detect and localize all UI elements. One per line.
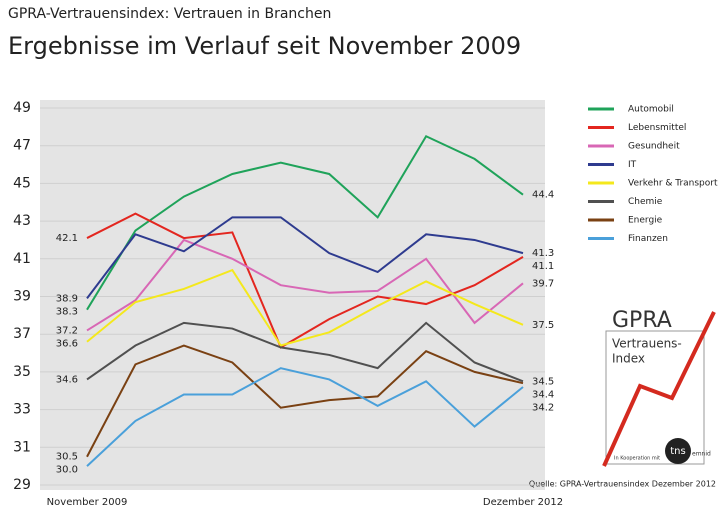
legend-label: Automobil: [628, 105, 674, 115]
y-tick-label: 47: [13, 138, 31, 154]
data-label: 37.2: [56, 325, 78, 336]
supertitle: GPRA-Vertrauensindex: Vertrauen in Branc…: [8, 6, 331, 22]
data-label: 34.2: [532, 402, 554, 413]
data-label: 34.6: [56, 374, 78, 385]
logo-partner-badge: [665, 438, 691, 464]
legend-label: Energie: [628, 216, 663, 226]
data-label: 30.5: [56, 452, 78, 463]
series-line: [86, 212, 524, 349]
y-tick-label: 37: [13, 326, 31, 342]
legend-label: Chemie: [628, 197, 663, 207]
data-label: 38.9: [56, 293, 78, 304]
data-label: 44.4: [532, 190, 554, 201]
y-tick-label: 33: [13, 402, 31, 418]
y-tick-label: 41: [13, 251, 31, 267]
x-tick-label: November 2009: [47, 497, 128, 508]
data-label: 36.6: [56, 338, 78, 349]
series-line: [86, 367, 524, 467]
logo-partner-sub: emnid: [692, 451, 711, 458]
legend-label: Gesundheit: [628, 142, 680, 152]
y-tick-label: 45: [13, 175, 31, 191]
legend-label: Lebensmittel: [628, 123, 686, 133]
logo-brand: GPRA: [612, 308, 672, 333]
series-line: [86, 321, 524, 383]
data-label: 39.7: [532, 278, 554, 289]
y-tick-label: 35: [13, 364, 31, 380]
series-line: [86, 238, 524, 332]
logo-line: Index: [612, 352, 645, 366]
x-tick-label: Dezember 2012: [483, 497, 563, 508]
data-label: 41.3: [532, 248, 554, 259]
y-tick-label: 29: [13, 477, 31, 493]
y-tick-label: 39: [13, 289, 31, 305]
logo: GPRA Vertrauens- Index In Kooperation mi…: [602, 308, 716, 467]
series-line: [86, 268, 524, 347]
series-line: [86, 344, 524, 458]
y-tick-label: 43: [13, 213, 31, 229]
legend-label: Verkehr & Transport: [628, 179, 718, 189]
data-label: 38.3: [56, 306, 78, 317]
legend-label: IT: [628, 160, 637, 170]
y-tick-label: 49: [13, 100, 31, 116]
logo-arrow: [602, 311, 716, 467]
legend-label: Finanzen: [628, 234, 668, 244]
data-label: 37.5: [532, 320, 554, 331]
logo-box: [605, 330, 705, 465]
source: Quelle: GPRA-Vertrauensindex Dezember 20…: [529, 480, 716, 489]
series-line: [86, 134, 524, 311]
logo-coop: In Kooperation mit: [614, 456, 660, 462]
plot-area: [40, 100, 545, 490]
chart-title: Ergebnisse im Verlauf seit November 2009: [8, 32, 521, 60]
logo-line: Vertrauens-: [612, 337, 682, 351]
data-label: 41.1: [532, 261, 554, 272]
logo-partner: tns: [670, 446, 685, 457]
data-label: 34.4: [532, 389, 554, 400]
data-label: 42.1: [56, 233, 78, 244]
y-tick-label: 31: [13, 439, 31, 455]
data-label: 30.0: [56, 465, 78, 476]
data-label: 34.5: [532, 376, 554, 387]
series-line: [86, 216, 524, 299]
